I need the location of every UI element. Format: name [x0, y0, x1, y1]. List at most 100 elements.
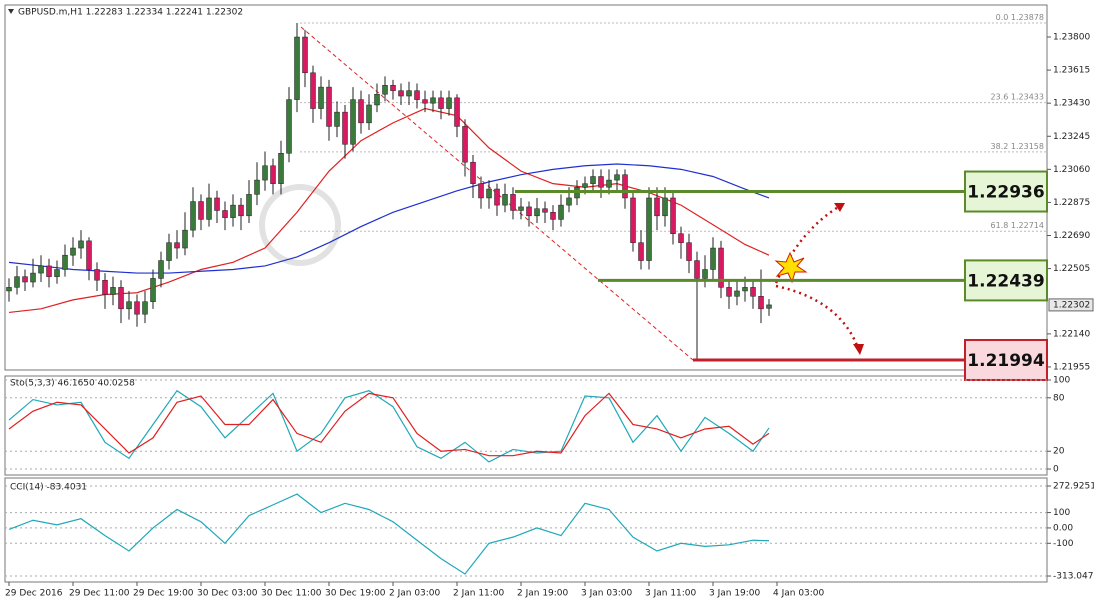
candle-body	[22, 276, 28, 283]
fib-level-label: 61.8 1.22714	[991, 221, 1044, 230]
candle-body	[94, 269, 100, 281]
x-tick-label: 29 Dec 11:00	[69, 589, 130, 599]
indicator-line	[8, 392, 770, 457]
candle-body	[470, 161, 476, 184]
candle-body	[6, 287, 12, 292]
candle-body	[110, 287, 116, 295]
candle-body	[14, 276, 20, 288]
fib-level-price: 1.23878	[1011, 13, 1044, 22]
candle-body	[614, 174, 620, 181]
level-box	[964, 170, 1048, 213]
y-tick-label: 1.22690	[1053, 231, 1090, 241]
candle-body	[678, 233, 684, 243]
y-tick-label: 20	[1053, 447, 1065, 457]
y-tick-label: 80	[1053, 393, 1065, 403]
x-tick-label: 4 Jan 03:00	[773, 589, 825, 599]
candle-body	[502, 194, 508, 206]
candle-body	[190, 201, 196, 231]
x-tick-label: 2 Jan 19:00	[517, 589, 569, 599]
y-tick-label: 1.23245	[1053, 132, 1090, 142]
fib-level-price: 1.23158	[1011, 141, 1044, 150]
candle-body	[214, 197, 220, 211]
x-tick-label: 30 Dec 19:00	[325, 589, 386, 599]
candle-body	[462, 126, 468, 163]
candle-body	[518, 206, 524, 211]
candle-body	[398, 90, 404, 97]
candle-body	[534, 208, 540, 217]
candle-body	[302, 36, 308, 74]
stochastic-panel	[4, 375, 1048, 476]
indicator-line	[8, 493, 770, 575]
x-tick-label: 2 Jan 03:00	[389, 589, 441, 599]
candle-body	[158, 260, 164, 279]
candle-body	[342, 111, 348, 145]
watermark-ring	[259, 184, 341, 266]
candle-body	[494, 188, 500, 206]
candle-body	[310, 72, 316, 109]
candle-body	[454, 97, 460, 127]
candle-body	[246, 194, 252, 217]
indicator-line	[8, 389, 770, 463]
y-tick-label: 1.21955	[1053, 362, 1090, 372]
y-tick-label: 1.23800	[1053, 33, 1090, 43]
candle-body	[510, 194, 516, 211]
candle-body	[294, 36, 300, 100]
fib-level-label: 23.6 1.23433	[991, 92, 1044, 101]
candle-body	[262, 165, 268, 181]
candle-body	[38, 265, 44, 274]
candle-body	[86, 240, 92, 270]
fib-trend-line	[300, 26, 694, 361]
candle-body	[118, 287, 124, 310]
y-tick-label: 1.22875	[1053, 198, 1090, 208]
x-tick-label: 3 Jan 11:00	[645, 589, 697, 599]
candle-body	[222, 210, 228, 218]
candle-body	[718, 247, 724, 288]
candle-body	[566, 197, 572, 206]
candle-body	[710, 247, 716, 270]
candle-body	[438, 97, 444, 109]
candle-body	[174, 242, 180, 249]
candle-body	[598, 176, 604, 188]
candle-body	[422, 99, 428, 104]
candle-body	[374, 93, 380, 106]
candle-body	[694, 260, 700, 279]
candle-body	[286, 99, 292, 154]
y-tick-label: 0.00	[1053, 523, 1073, 533]
candle-body	[686, 242, 692, 261]
candle-body	[142, 301, 148, 315]
candle-body	[326, 86, 332, 127]
candle-body	[742, 287, 748, 292]
candle-body	[526, 206, 532, 217]
x-tick-label: 29 Dec 19:00	[133, 589, 194, 599]
candle-body	[550, 212, 556, 220]
candle-body	[126, 301, 132, 310]
candle-body	[630, 197, 636, 243]
candle-body	[638, 242, 644, 261]
fib-level-label: 38.2 1.23158	[991, 141, 1044, 150]
fib-level-name: 61.8	[991, 221, 1009, 230]
candle-body	[430, 97, 436, 104]
y-tick-label: 1.22505	[1053, 264, 1090, 274]
candle-body	[382, 85, 388, 95]
candle-body	[70, 247, 76, 256]
level-label: 1.22439	[967, 271, 1044, 291]
chart-title: GBPUSD.m,H1 1.22283 1.22334 1.22241 1.22…	[18, 8, 243, 18]
candle-body	[278, 153, 284, 184]
candle-body	[46, 265, 52, 277]
candle-body	[734, 290, 740, 297]
candle-body	[646, 197, 652, 261]
cci-panel	[4, 477, 1048, 583]
fib-level-price: 1.22714	[1011, 221, 1044, 230]
fib-level-name: 23.6	[991, 92, 1009, 101]
candle-body	[150, 278, 156, 302]
fib-level-price: 1.23433	[1011, 92, 1044, 101]
candle-body	[702, 269, 708, 279]
indicator-line	[8, 163, 770, 274]
level-label: 1.21994	[967, 351, 1045, 371]
y-tick-label: 0	[1053, 465, 1059, 475]
level-box	[964, 338, 1048, 381]
y-tick-label: -313.0479	[1053, 572, 1094, 582]
candle-body	[390, 85, 396, 91]
candle-body	[654, 197, 660, 217]
